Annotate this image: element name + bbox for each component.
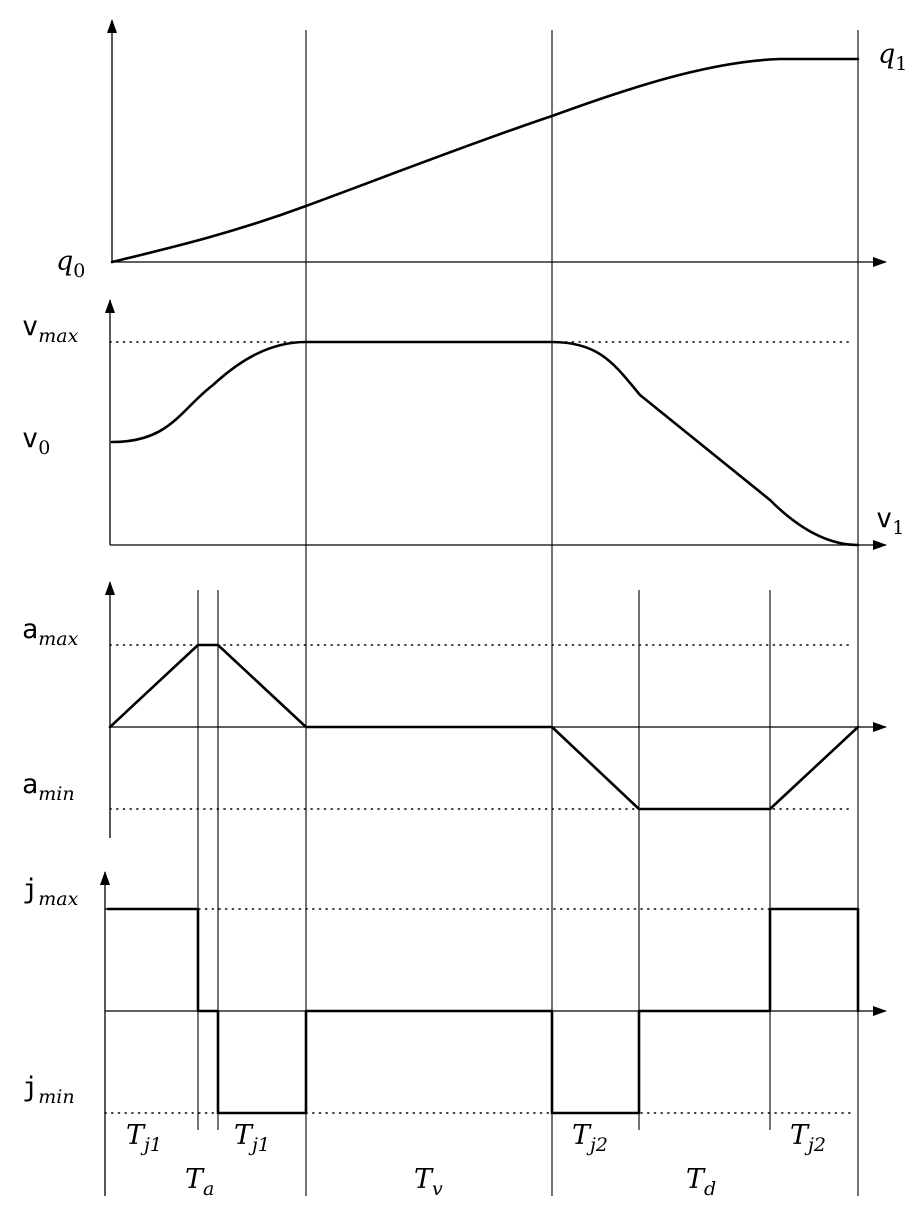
v1-label: v1 — [876, 503, 904, 539]
ta-label: Ta — [185, 1164, 214, 1200]
v0-label: v0 — [22, 423, 50, 459]
tj2-label-left: Tj2 — [572, 1120, 608, 1156]
amin-label: amin — [22, 769, 75, 805]
tj1-label-left: Tj1 — [126, 1120, 162, 1156]
acceleration-panel: amax amin — [22, 581, 887, 838]
position-panel: q0 q1 — [56, 19, 907, 282]
velocity-curve — [110, 340, 860, 547]
td-label: Td — [686, 1164, 716, 1200]
q1-label: q1 — [878, 39, 907, 75]
jerk-curve — [106, 907, 860, 1115]
tv-label: Tv — [414, 1164, 443, 1200]
jerk-panel: jmax jmin — [22, 871, 887, 1196]
jmin-label: jmin — [22, 1072, 75, 1108]
velocity-panel: vmax v0 v1 — [22, 299, 904, 550]
acceleration-curve — [108, 643, 860, 811]
q0-label: q0 — [56, 246, 85, 282]
interval-labels: Tj1 Tj1 Ta Tv Tj2 Tj2 Td — [126, 1120, 826, 1200]
position-curve — [110, 57, 860, 264]
vmax-label: vmax — [22, 311, 79, 347]
jmax-label: jmax — [22, 874, 79, 910]
tj2-label-right: Tj2 — [790, 1120, 826, 1156]
amax-label: amax — [22, 614, 79, 650]
tj1-label-right: Tj1 — [234, 1120, 270, 1156]
phase-boundaries — [197, 30, 859, 1196]
